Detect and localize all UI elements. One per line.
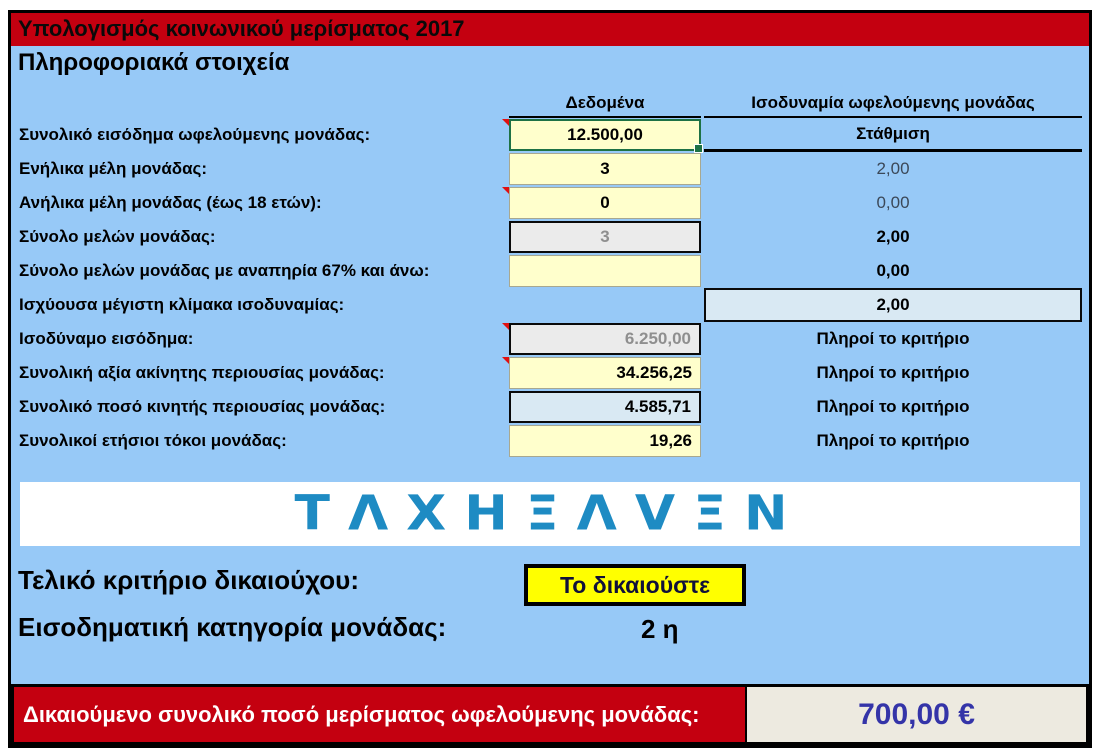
annual-interest-status: Πληροί το κριτήριο <box>816 431 970 450</box>
row-label: Ισοδύναμο εισόδημα: <box>19 329 194 348</box>
row-label: Συνολικό εισόδημα ωφελούμενης μονάδας: <box>19 125 371 144</box>
calculator-panel: Υπολογισμός κοινωνικού μερίσματος 2017 Π… <box>8 10 1092 748</box>
row-label: Σύνολο μελών μονάδας με αναπηρία 67% και… <box>19 261 430 280</box>
section-title: Πληροφοριακά στοιχεία <box>18 49 290 76</box>
column-header-data: Δεδομένα <box>509 90 701 118</box>
equivalent-income-status: Πληροί το κριτήριο <box>816 329 970 348</box>
row-label: Συνολική αξία ακίνητης περιουσίας μονάδα… <box>19 363 385 382</box>
adult-members-weight: 2,00 <box>876 159 910 178</box>
total-members-computed: 3 <box>509 221 701 253</box>
row-total-members: Σύνολο μελών μονάδας: 3 2,00 <box>11 220 1089 254</box>
row-label: Συνολικοί ετήσιοι τόκοι μονάδας: <box>19 431 287 450</box>
row-total-income: Συνολικό εισόδημα ωφελούμενης μονάδας: 1… <box>11 118 1089 153</box>
row-minor-members: Ανήλικα μέλη μονάδας (έως 18 ετών): 0 0,… <box>11 186 1089 220</box>
comment-indicator-icon <box>502 357 512 367</box>
row-max-scale: Ισχύουσα μέγιστη κλίμακα ισοδυναμίας: 2,… <box>11 288 1089 322</box>
comment-indicator-icon <box>502 187 512 197</box>
row-movable-assets: Συνολικό ποσό κινητής περιουσίας μονάδας… <box>11 390 1089 424</box>
disabled-members-weight: 0,00 <box>876 261 910 280</box>
equivalent-income-computed: 6.250,00 <box>509 323 701 355</box>
real-estate-value-input[interactable]: 34.256,25 <box>509 357 701 389</box>
disabled-members-input[interactable] <box>509 255 701 287</box>
row-disabled-members: Σύνολο μελών μονάδας με αναπηρία 67% και… <box>11 254 1089 288</box>
row-label: Ενήλικα μέλη μονάδας: <box>19 159 208 178</box>
final-criterion-verdict: Το δικαιούστε <box>524 564 746 606</box>
row-label: Σύνολο μελών μονάδας: <box>19 227 216 246</box>
form-rows: Συνολικό εισόδημα ωφελούμενης μονάδας: 1… <box>11 118 1089 458</box>
movable-assets-input[interactable]: 4.585,71 <box>509 391 701 423</box>
annual-interest-input[interactable]: 19,26 <box>509 425 701 457</box>
total-income-input[interactable]: 12.500,00 <box>509 119 703 153</box>
row-label: Συνολικό ποσό κινητής περιουσίας μονάδας… <box>19 397 386 416</box>
movable-assets-status: Πληροί το κριτήριο <box>816 397 970 416</box>
row-label: Ισχύουσα μέγιστη κλίμακα ισοδυναμίας: <box>19 295 345 314</box>
taxheaven-logo-band: ΤΛΧΗΞΛVΞΝ <box>20 482 1080 546</box>
app-title: Υπολογισμός κοινωνικού μερίσματος 2017 <box>18 16 465 41</box>
final-criterion-label: Τελικό κριτήριο δικαιούχου: <box>18 565 359 595</box>
result-bar-label: Δικαιούμενο συνολικό ποσό μερίσματος ωφε… <box>14 687 745 742</box>
row-equivalent-income: Ισοδύναμο εισόδημα: 6.250,00 Πληροί το κ… <box>11 322 1089 356</box>
row-adult-members: Ενήλικα μέλη μονάδας: 3 2,00 <box>11 152 1089 186</box>
dividend-amount: 700,00 € <box>745 687 1086 742</box>
adult-members-input[interactable]: 3 <box>509 153 701 185</box>
row-annual-interest: Συνολικοί ετήσιοι τόκοι μονάδας: 19,26 Π… <box>11 424 1089 458</box>
app-title-bar: Υπολογισμός κοινωνικού μερίσματος 2017 <box>11 13 1089 46</box>
real-estate-status: Πληροί το κριτήριο <box>816 363 970 382</box>
comment-indicator-icon <box>502 119 512 129</box>
minor-members-input[interactable]: 0 <box>509 187 701 219</box>
comment-indicator-icon <box>502 323 512 333</box>
taxheaven-logo: ΤΛΧΗΞΛVΞΝ <box>294 486 806 542</box>
row-label: Ανήλικα μέλη μονάδας (έως 18 ετών): <box>19 193 322 212</box>
income-category-value: 2 η <box>641 614 679 644</box>
result-bar: Δικαιούμενο συνολικό ποσό μερίσματος ωφε… <box>11 684 1089 745</box>
minor-members-weight: 0,00 <box>876 193 910 212</box>
max-equivalence-scale-value: 2,00 <box>704 288 1082 322</box>
total-members-weight: 2,00 <box>876 227 910 246</box>
row-real-estate-value: Συνολική αξία ακίνητης περιουσίας μονάδα… <box>11 356 1089 390</box>
income-category-label: Εισοδηματική κατηγορία μονάδας: <box>18 612 447 642</box>
weighting-header-cell: Στάθμιση <box>704 118 1082 152</box>
column-header-equivalence: Ισοδυναμία ωφελούμενης μονάδας <box>704 90 1082 118</box>
